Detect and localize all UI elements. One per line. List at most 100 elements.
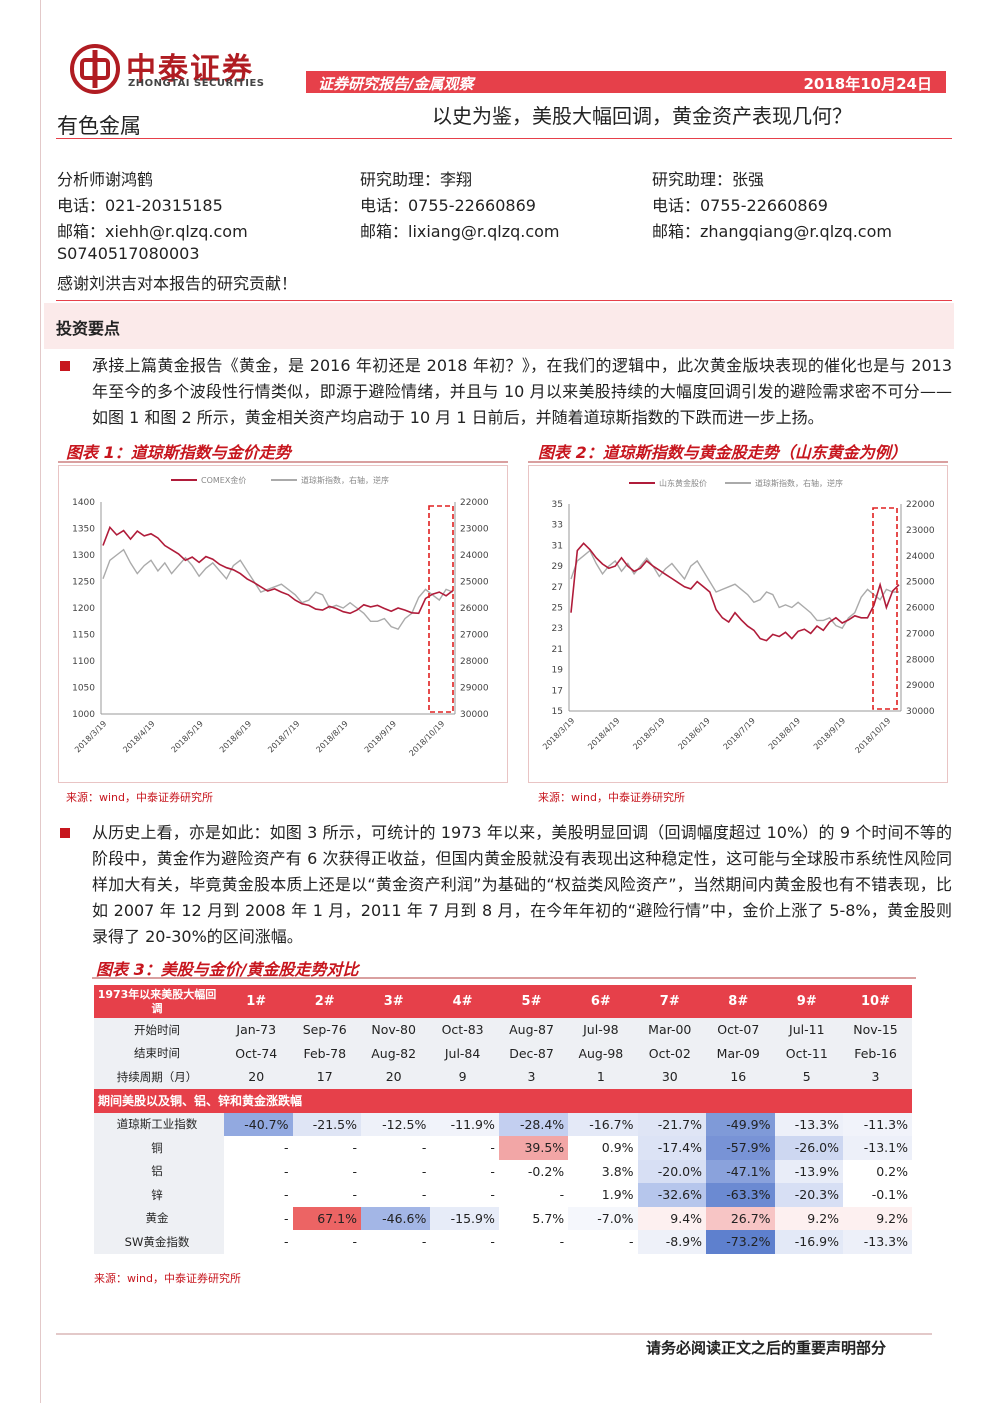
x-tick-label: 2018/10/19: [407, 719, 446, 758]
report-title: 以史为鉴，美股大幅回调，黄金资产表现几何？: [432, 104, 852, 128]
figure-1-title: 图表 1：道琼斯指数与金价走势: [66, 443, 291, 462]
legend-label-1: 山东黄金股价: [659, 478, 707, 488]
brand-name-cn: 中泰证券: [126, 52, 254, 87]
table-cell: -11.3%: [843, 1112, 912, 1136]
x-tick-label: 2018/7/19: [266, 719, 301, 754]
table-cell: 16: [706, 1065, 775, 1089]
y-right-tick-label: 25000: [906, 578, 935, 588]
table-column-header: 3#: [361, 985, 431, 1018]
y-right-tick-label: 24000: [460, 551, 489, 561]
table-cell: -13.9%: [774, 1159, 844, 1183]
y-left-tick-label: 29: [552, 562, 564, 572]
dow-jones-line: [102, 548, 454, 631]
table-cell: Oct-11: [774, 1041, 844, 1065]
table-cell: -: [224, 1159, 293, 1183]
author-1-phone: 电话：021-20315185: [57, 196, 223, 215]
table-cell: Jul-11: [774, 1018, 844, 1042]
table-cell: 9: [430, 1065, 499, 1089]
table-cell: -21.7%: [637, 1112, 707, 1136]
table-cell: -12.5%: [361, 1112, 431, 1136]
y-right-tick-label: 27000: [906, 629, 935, 639]
author-3-email[interactable]: 邮箱：zhangqiang@r.qlzq.com: [652, 222, 892, 241]
y-left-tick-label: 21: [552, 645, 563, 655]
y-right-tick-label: 22000: [906, 500, 935, 510]
table-cell: 0.9%: [568, 1136, 638, 1160]
table-cell: Aug-87: [498, 1018, 569, 1042]
y-right-tick-label: 23000: [460, 525, 489, 535]
y-left-tick-label: 1400: [72, 498, 95, 508]
y-right-tick-label: 25000: [460, 578, 489, 588]
table-cell: 9.2%: [843, 1206, 912, 1230]
table-cell: Jul-84: [430, 1041, 499, 1065]
bullet-icon: [60, 361, 70, 371]
page-margin-line: [40, 0, 41, 1403]
x-tick-label: 2018/8/19: [767, 716, 802, 751]
x-tick-label: 2018/6/19: [218, 719, 253, 754]
table-cell: -: [430, 1159, 499, 1183]
primary-series-line: [102, 525, 454, 615]
title-divider: [56, 138, 952, 139]
y-left-tick-label: 31: [552, 541, 563, 551]
x-tick-label: 2018/3/19: [73, 719, 108, 754]
table-cell: Jul-98: [568, 1018, 638, 1042]
paragraph-1: 承接上篇黄金报告《黄金，是 2016 年初还是 2018 年初？》，在我们的逻辑…: [92, 356, 952, 427]
legend-label-1: COMEX金价: [201, 475, 246, 485]
table-row: SW黄金指数 - - - - - - -8.9% -73.2% -16.9% -13.3%: [94, 1230, 912, 1254]
table-cell: -63.3%: [706, 1183, 775, 1207]
figure-1-source: 来源：wind，中泰证券研究所: [66, 791, 214, 804]
table-row: 结束时间 Oct-74 Feb-78 Aug-82 Jul-84 Dec-87 Aug-98…: [94, 1041, 912, 1065]
table-row: 锌 - - - - -1.9% -32.6% -63.3% -20.3% -0.1%: [94, 1183, 912, 1207]
author-1-email[interactable]: 邮箱：xiehh@r.qlzq.com: [57, 222, 248, 241]
table-cell: -: [361, 1136, 431, 1160]
report-header-bar: 证券研究报告/金属观察 2018年10月24日: [306, 71, 946, 93]
table-subheader-row: 期间美股以及铜、铝、锌和黄金涨跌幅: [94, 1088, 912, 1113]
table-cell: -40.7%: [224, 1112, 293, 1136]
table-cell: 9.4%: [637, 1206, 707, 1230]
table-row: 黄金 -67.1% -46.6% -15.9% 5.7% -7.0% 9.4% 26.7% 9.…: [94, 1206, 912, 1230]
table-cell: Dec-87: [498, 1041, 569, 1065]
x-tick-label: 2018/5/19: [170, 719, 205, 754]
table-cell: -28.4%: [498, 1112, 569, 1136]
table-cell: 39.5%: [498, 1136, 569, 1160]
table-cell: 3: [498, 1065, 569, 1089]
table-cell: -16.7%: [568, 1112, 638, 1136]
y-right-tick-label: 29000: [906, 681, 935, 691]
table-column-header: 7#: [637, 985, 707, 1018]
highlight-window: [428, 505, 454, 713]
table-cell: 26.7%: [706, 1206, 775, 1230]
table-header-row: 1973年以来美股大幅回调 1# 2# 3# 4# 5# 6# 7# 8# 9# 10#: [94, 985, 912, 1018]
row-label: 锌: [94, 1183, 224, 1207]
table-cell: -: [361, 1183, 431, 1207]
y-left-tick-label: 1350: [72, 525, 95, 535]
x-tick-label: 2018/9/19: [812, 716, 847, 751]
y-right-tick-label: 30000: [906, 707, 935, 717]
table-column-header: 9#: [774, 985, 844, 1018]
y-right-tick-label: 23000: [906, 526, 935, 536]
table-cell: 20: [224, 1065, 293, 1089]
y-left-tick-label: 19: [552, 666, 564, 676]
table-row: 铜 - - - -39.5% 0.9% -17.4% -57.9% -26.0% -13.1%: [94, 1136, 912, 1160]
table-cell: Oct-74: [224, 1041, 293, 1065]
table-cell: -57.9%: [706, 1136, 775, 1160]
x-tick-label: 2018/10/19: [853, 716, 892, 755]
x-tick-label: 2018/4/19: [586, 716, 621, 751]
y-right-tick-label: 26000: [906, 604, 935, 614]
table-cell: Nov-80: [361, 1018, 431, 1042]
row-label: 持续周期（月）: [94, 1065, 224, 1089]
table-cell: -0.1%: [843, 1183, 912, 1207]
x-tick-label: 2018/5/19: [631, 716, 666, 751]
table-cell: 20: [361, 1065, 431, 1089]
table-cell: -: [498, 1183, 569, 1207]
y-right-tick-label: 27000: [460, 631, 489, 641]
table-cell: -: [568, 1230, 638, 1254]
figure-1-chart: COMEX金价 道琼斯指数，右轴，逆序 1400 1350 1300 1250 1200 11…: [72, 475, 489, 758]
y-right-tick-label: 28000: [906, 655, 935, 665]
table-cell: Aug-98: [568, 1041, 638, 1065]
legend-label-2: 道琼斯指数，右轴，逆序: [755, 478, 843, 488]
author-2-email[interactable]: 邮箱：lixiang@r.qlzq.com: [360, 222, 560, 241]
y-right-tick-label: 22000: [460, 498, 489, 508]
table-cell: -13.3%: [843, 1230, 912, 1254]
table-column-header: 10#: [843, 985, 912, 1018]
y-left-tick-label: 27: [552, 583, 563, 593]
table-cell: -73.2%: [706, 1230, 775, 1254]
